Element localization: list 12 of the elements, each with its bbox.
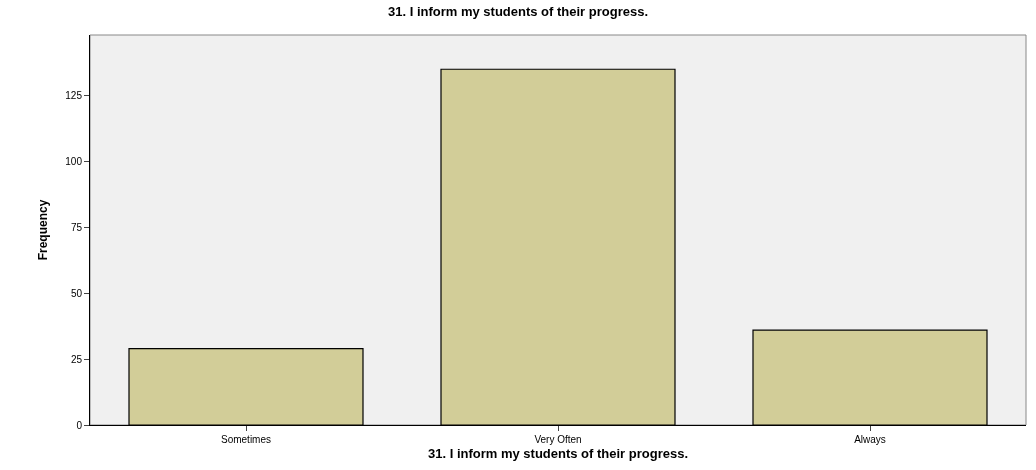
y-tick-label: 100 (65, 155, 83, 167)
x-axis-title: 31. I inform my students of their progress. (427, 445, 689, 461)
y-tick-label: 125 (65, 90, 83, 102)
y-axis-title: Frequency (35, 199, 50, 261)
chart-title: 31. I inform my students of their progress. (387, 4, 649, 20)
y-tick-label: 50 (70, 287, 83, 299)
x-tick-label: Sometimes (220, 434, 272, 445)
x-tick-label: Always (854, 434, 886, 445)
y-tick-label: 0 (76, 419, 83, 431)
y-tick-label: 25 (70, 353, 83, 365)
y-tick-label: 75 (70, 221, 83, 233)
x-tick-label: Very Often (534, 434, 582, 445)
